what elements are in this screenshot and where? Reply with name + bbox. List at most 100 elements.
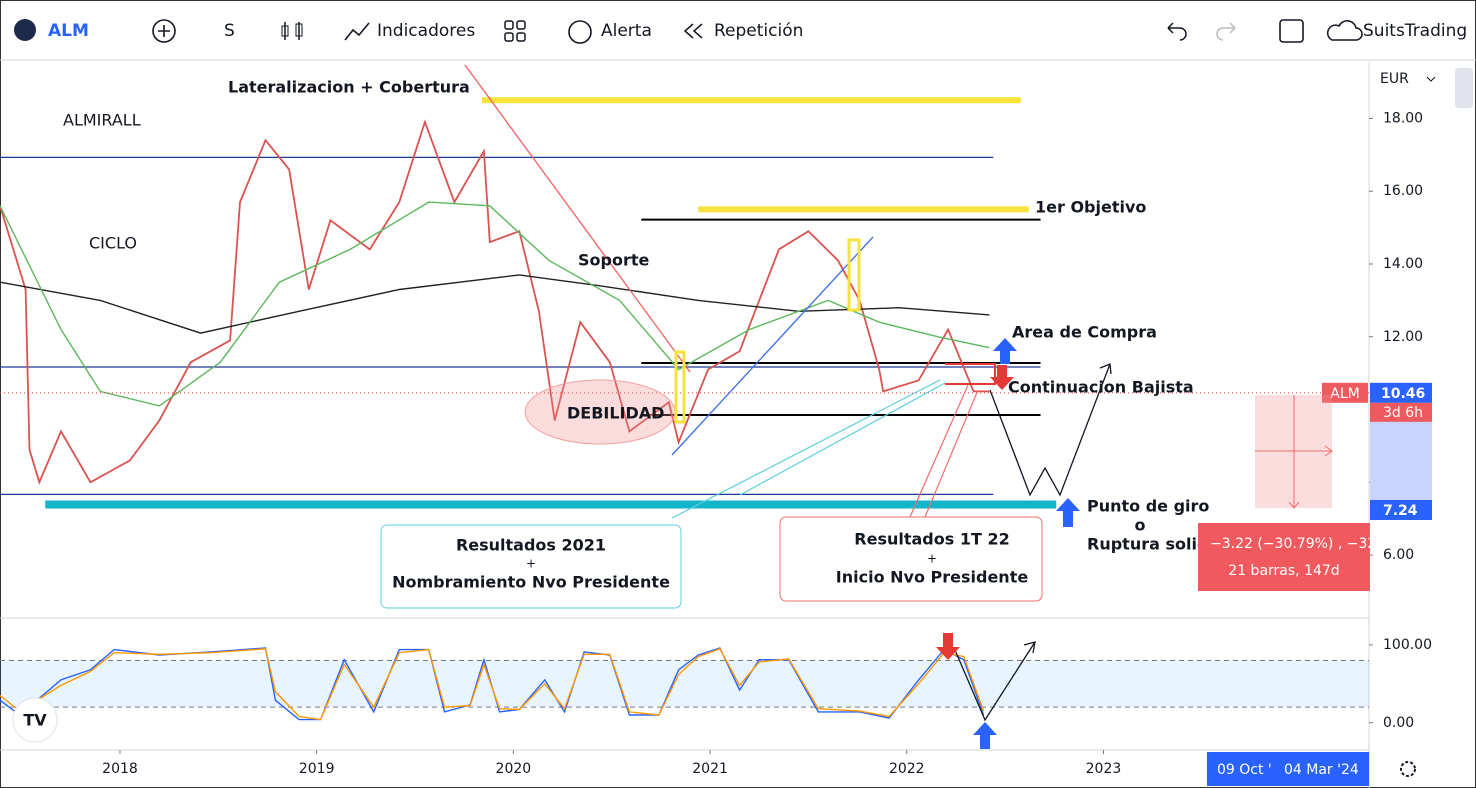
symbol[interactable]: ALM — [48, 21, 89, 41]
annotation: Ruptura solic — [1087, 535, 1206, 554]
callout-text: + — [526, 557, 536, 571]
highlight-box — [674, 350, 686, 424]
currency-dropdown[interactable] — [1426, 76, 1436, 82]
alert-button[interactable]: Alerta — [601, 21, 652, 41]
marker-text: 7.24 — [1383, 503, 1418, 519]
series-line — [0, 119, 990, 485]
series-line — [0, 274, 990, 334]
annotation: CICLO — [89, 234, 137, 253]
indicators-icon — [344, 22, 370, 41]
callout-line — [924, 389, 979, 518]
callout-line — [739, 382, 946, 496]
callout-text: Resultados 1T 22 — [854, 530, 1009, 549]
redo-button[interactable] — [1216, 22, 1236, 41]
y-tick-label: 18.00 — [1383, 110, 1423, 126]
y-tick-label: 0.00 — [1383, 715, 1414, 731]
toolbar: ALM S Indicadores Alerta Repetición Suit… — [14, 19, 1467, 44]
annotation: o — [1135, 516, 1146, 535]
symbol-logo[interactable] — [14, 19, 36, 41]
trend-line — [464, 64, 691, 373]
last-price-text: 10.46 — [1381, 386, 1425, 402]
fullscreen-button[interactable] — [1279, 19, 1304, 43]
undo-button[interactable] — [1167, 22, 1187, 41]
countdown-badge — [1370, 402, 1432, 422]
down-arrow — [936, 633, 960, 660]
side-handle[interactable] — [1455, 68, 1473, 108]
account[interactable]: SuitsTrading — [1363, 21, 1467, 41]
measure-bars: 21 barras, 147d — [1228, 563, 1339, 579]
annotation: Soporte — [578, 251, 650, 270]
projection-path — [989, 363, 1112, 497]
callout-box — [380, 524, 682, 609]
annotation: ALMIRALL — [63, 111, 141, 130]
y-tick-label: 12.00 — [1383, 329, 1423, 345]
chart-type-icon — [295, 23, 303, 37]
y-tick-label: 100.00 — [1383, 637, 1432, 653]
x-tick-label: 2018 — [102, 761, 138, 777]
y-tick-label: 16.00 — [1383, 183, 1423, 199]
callout-text: Nombramiento Nvo Presidente — [392, 573, 670, 592]
x-tick-label: 2022 — [889, 761, 925, 777]
plot: 6.008.0012.0014.0016.0018.00201820192020… — [0, 97, 1432, 777]
up-arrow — [1056, 498, 1080, 527]
add-symbol[interactable] — [152, 19, 176, 43]
chart-type[interactable] — [284, 22, 300, 40]
interval[interactable]: S — [224, 21, 235, 41]
band-fill — [0, 660, 1369, 708]
range-start: 09 Oct ' — [1217, 762, 1272, 778]
indicators-button[interactable]: Indicadores — [377, 21, 475, 41]
currency[interactable]: EUR — [1380, 71, 1409, 87]
range-box — [945, 363, 996, 385]
x-tick-label: 2023 — [1086, 761, 1122, 777]
alert-icon — [568, 20, 592, 44]
x-tick-label: 2020 — [496, 761, 532, 777]
cloud-icon — [1326, 20, 1363, 41]
annotation: Area de Compra — [1012, 323, 1157, 342]
y-tick-label: 14.00 — [1383, 256, 1423, 272]
svg-text:TV: TV — [23, 711, 47, 730]
drawings-top — [380, 64, 1333, 749]
measure-box — [1198, 523, 1370, 591]
up-arrow — [973, 722, 997, 749]
trend-line — [671, 236, 874, 456]
date-range — [1207, 752, 1369, 786]
annotations: Lateralizacion + Cobertura ALMIRALL CICL… — [63, 78, 1209, 592]
marker-badge — [1370, 500, 1432, 521]
measure-cross — [1255, 395, 1333, 509]
last-price-badge — [1370, 382, 1432, 403]
annotation: DEBILIDAD — [567, 404, 664, 423]
callout-text: Resultados 2021 — [456, 536, 606, 555]
callout-text: Inicio Nvo Presidente — [836, 568, 1029, 587]
replay-button[interactable]: Repetición — [714, 21, 803, 41]
countdown-text: 3d 6h — [1383, 405, 1423, 421]
tv-logo[interactable] — [12, 697, 58, 743]
symbol-badge-text: ALM — [1330, 386, 1359, 402]
measure-change: −3.22 (−30.79%) , −32 — [1210, 536, 1376, 552]
symbol-badge — [1322, 382, 1368, 403]
x-tick-label: 2019 — [299, 761, 335, 777]
annotation: 1er Objetivo — [1035, 198, 1146, 217]
series-line — [0, 201, 990, 407]
highlight-box — [847, 238, 861, 312]
callout-text: + — [927, 552, 937, 566]
oscillator-projection — [954, 641, 1036, 722]
annotation: Punto de giro — [1087, 497, 1209, 516]
x-tick-label: 2021 — [692, 761, 728, 777]
layouts-button[interactable] — [504, 20, 526, 42]
range-end: 04 Mar '24 — [1284, 762, 1359, 778]
callout-box — [779, 516, 1043, 602]
up-arrow — [993, 338, 1017, 364]
callout-line — [909, 384, 969, 518]
series-line — [0, 647, 985, 721]
chart-type-icon — [281, 25, 289, 37]
callout-line — [671, 379, 941, 519]
annotation: Lateralizacion + Cobertura — [228, 78, 470, 97]
add-icon — [158, 25, 170, 37]
replay-icon — [683, 23, 703, 39]
y-tick-label: 6.00 — [1383, 547, 1414, 563]
down-arrow — [990, 365, 1014, 390]
annotation: Continuacion Bajista — [1008, 378, 1194, 397]
settings-button[interactable] — [1400, 761, 1416, 777]
